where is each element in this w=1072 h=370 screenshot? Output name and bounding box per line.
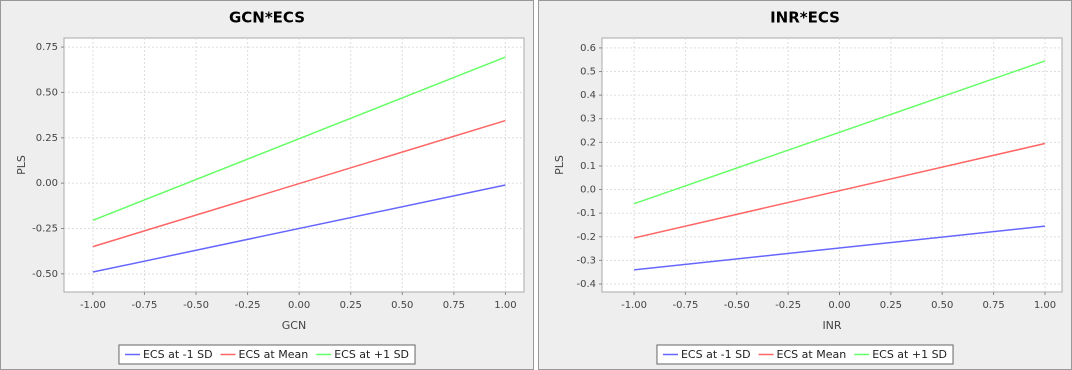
x-tick-label: 0.25 — [880, 300, 902, 311]
chart-title: INR*ECS — [770, 9, 840, 27]
y-tick-label: 0.25 — [36, 133, 58, 144]
x-tick-label: -0.25 — [235, 300, 261, 311]
y-tick-label: 0.75 — [36, 42, 58, 53]
y-tick-label: 0.00 — [36, 178, 58, 189]
legend-label: ECS at Mean — [239, 348, 309, 361]
chart-panel: GCN*ECS -0.50 -0.25 0.00 0.25 0.50 0.75 -1.00 -0… — [0, 0, 534, 370]
x-tick-label: 0.75 — [443, 300, 465, 311]
y-tick-label: -0.25 — [32, 224, 58, 235]
chart-title: GCN*ECS — [229, 9, 305, 27]
x-tick-label: 0.75 — [982, 300, 1004, 311]
x-tick-label: -0.75 — [672, 300, 698, 311]
legend-label: ECS at +1 SD — [334, 348, 409, 361]
x-tick-label: 0.25 — [340, 300, 362, 311]
y-tick-label: -0.50 — [32, 269, 58, 280]
legend-label: ECS at -1 SD — [681, 348, 751, 361]
plot-area — [601, 37, 1063, 293]
x-tick-label: 0.00 — [288, 300, 310, 311]
y-tick-label: -0.4 — [576, 279, 596, 290]
legend-label: ECS at Mean — [777, 348, 847, 361]
y-tick-label: 0.4 — [580, 90, 596, 101]
x-tick-label: 0.50 — [931, 300, 953, 311]
y-axis-label: PLS — [553, 155, 566, 175]
x-tick-label: 0.00 — [828, 300, 850, 311]
x-tick-label: 1.00 — [1034, 300, 1056, 311]
y-tick-label: -0.3 — [576, 255, 596, 266]
y-tick-label: -0.1 — [576, 208, 596, 219]
series-line — [633, 60, 1046, 205]
series-line — [92, 184, 506, 273]
legend-label: ECS at -1 SD — [143, 348, 213, 361]
legend-label: ECS at +1 SD — [872, 348, 947, 361]
x-axis-label: INR — [822, 319, 841, 332]
series-line — [633, 225, 1046, 271]
x-axis-label: GCN — [282, 319, 306, 332]
y-tick-label: 0.3 — [580, 114, 596, 125]
y-tick-label: 0.6 — [580, 43, 596, 54]
legend-box — [118, 344, 416, 365]
x-tick-label: -0.75 — [132, 300, 158, 311]
y-tick-label: 0.1 — [580, 161, 596, 172]
y-tick-label: 0.50 — [36, 87, 58, 98]
legend: ECS at -1 SD ECS at Mean ECS at +1 SD — [118, 344, 416, 365]
x-tick-label: -1.00 — [621, 300, 647, 311]
plot-area — [63, 37, 525, 293]
x-tick-label: -0.25 — [775, 300, 801, 311]
chart-panel: INR*ECS -0.4 -0.3 -0.2 -0.1 0.0 0.1 0.2 0.3 0.4 0.… — [538, 0, 1072, 370]
y-axis-label: PLS — [15, 155, 28, 175]
series-line — [633, 142, 1046, 239]
legend: ECS at -1 SD ECS at Mean ECS at +1 SD — [656, 344, 954, 365]
x-tick-label: -1.00 — [80, 300, 106, 311]
y-tick-label: -0.2 — [576, 232, 596, 243]
x-tick-label: 1.00 — [494, 300, 516, 311]
series-line — [92, 56, 506, 222]
x-tick-label: -0.50 — [724, 300, 750, 311]
x-tick-label: 0.50 — [391, 300, 413, 311]
y-tick-label: 0.2 — [580, 137, 596, 148]
x-tick-label: -0.50 — [183, 300, 209, 311]
y-tick-label: 0.0 — [580, 185, 596, 196]
legend-box — [656, 344, 954, 365]
series-line — [92, 119, 506, 248]
y-tick-label: 0.5 — [580, 67, 596, 78]
